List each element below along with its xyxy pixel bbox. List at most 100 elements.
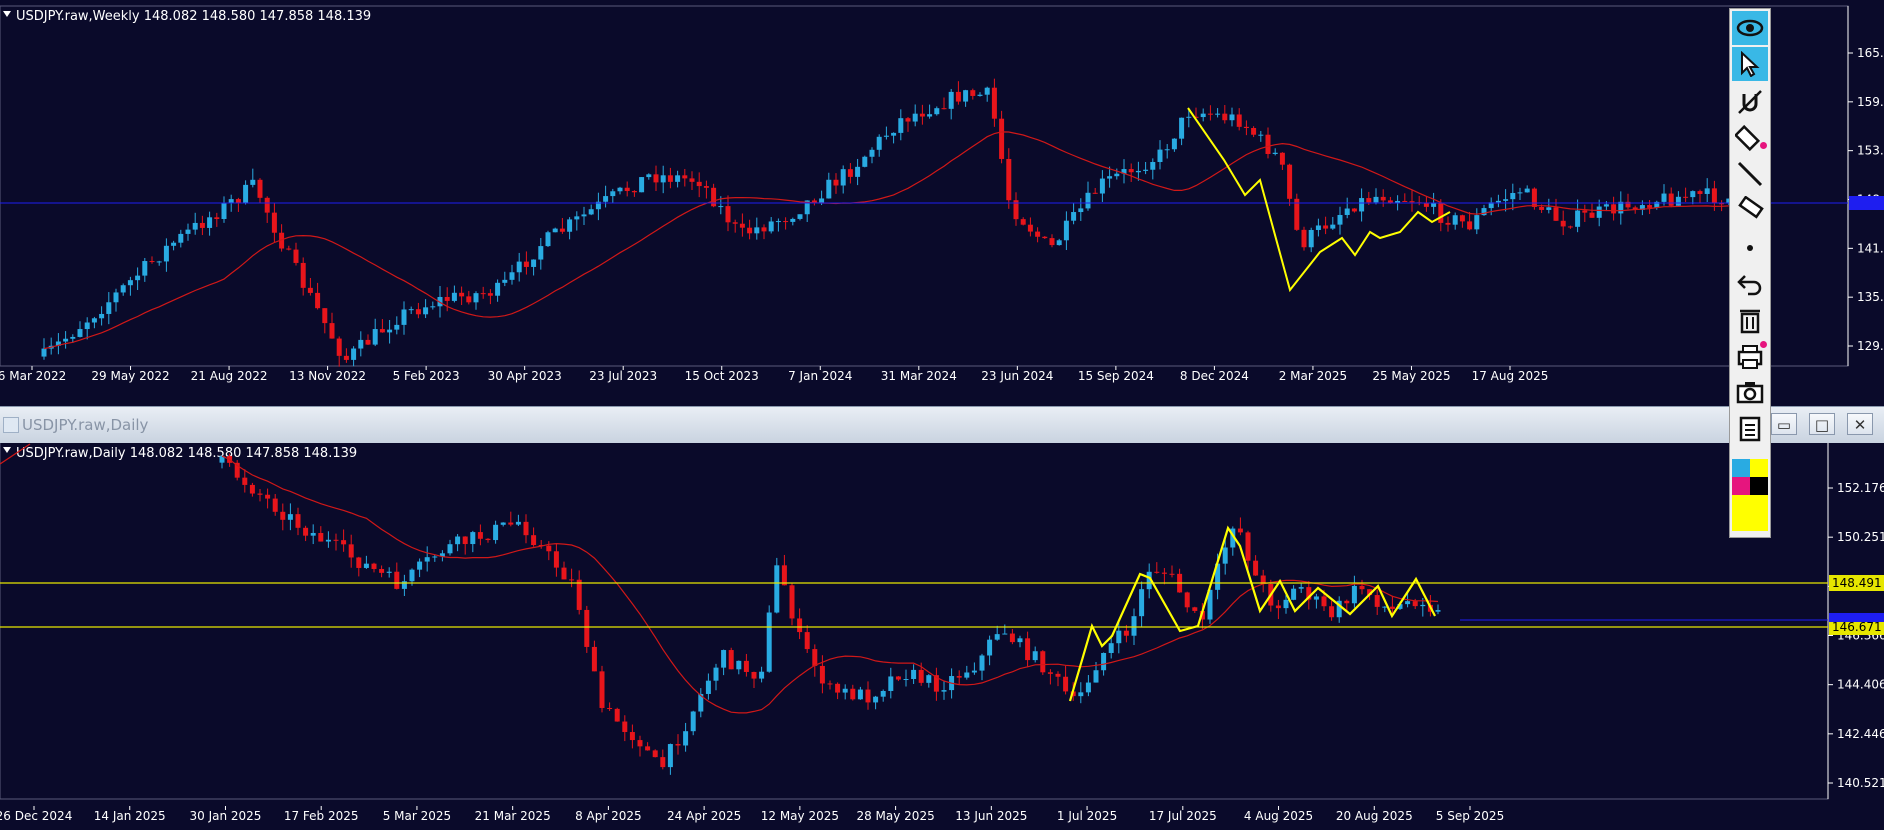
ruler-icon[interactable] bbox=[1732, 193, 1768, 227]
daily-candle bbox=[721, 650, 727, 668]
printer-icon[interactable] bbox=[1732, 339, 1768, 373]
weekly-candle bbox=[603, 196, 609, 202]
palette-color-magenta[interactable] bbox=[1732, 477, 1750, 495]
weekly-candle bbox=[372, 329, 378, 345]
daily-date-label: 5 Sep 2025 bbox=[1436, 809, 1504, 823]
weekly-candle bbox=[1582, 210, 1588, 213]
weekly-candle bbox=[847, 169, 853, 177]
weekly-candle bbox=[135, 275, 141, 281]
weekly-candle bbox=[790, 218, 796, 222]
daily-candle bbox=[1116, 630, 1122, 644]
weekly-candle bbox=[1078, 208, 1084, 213]
no-magnet-icon[interactable] bbox=[1732, 85, 1768, 119]
daily-collapse-arrow-icon[interactable] bbox=[3, 447, 11, 453]
weekly-chart[interactable]: USDJPY.raw,Weekly 148.082 148.580 147.85… bbox=[0, 0, 1884, 396]
daily-price-label: 152.176 bbox=[1837, 481, 1884, 495]
weekly-date-label: 7 Jan 2024 bbox=[788, 369, 852, 383]
daily-candle bbox=[637, 740, 643, 747]
daily-candle bbox=[1101, 652, 1107, 671]
point-icon[interactable] bbox=[1732, 231, 1768, 265]
weekly-candle bbox=[653, 174, 659, 183]
daily-candle bbox=[736, 660, 742, 670]
weekly-candle bbox=[862, 156, 868, 167]
camera-icon[interactable] bbox=[1732, 375, 1768, 409]
daily-candle bbox=[394, 571, 400, 589]
palette-color-black[interactable] bbox=[1750, 477, 1768, 495]
weekly-candle bbox=[559, 228, 565, 232]
palette-color-yellow[interactable] bbox=[1750, 459, 1768, 477]
weekly-candle bbox=[768, 221, 774, 232]
undo-icon[interactable] bbox=[1732, 267, 1768, 301]
cursor-icon[interactable] bbox=[1732, 47, 1768, 81]
weekly-candle bbox=[444, 296, 450, 301]
restore-button[interactable]: □ bbox=[1809, 413, 1835, 435]
weekly-candle bbox=[797, 214, 803, 219]
weekly-candle bbox=[1020, 219, 1026, 225]
minimize-button[interactable]: ▭ bbox=[1771, 413, 1797, 435]
daily-date-label: 30 Jan 2025 bbox=[189, 809, 261, 823]
weekly-candle bbox=[1690, 191, 1696, 198]
daily-window-title-bar[interactable]: USDJPY.raw,Daily ▭ □ ✕ bbox=[0, 406, 1884, 443]
daily-candle bbox=[1009, 633, 1015, 643]
daily-candle bbox=[1253, 560, 1259, 576]
trash-icon[interactable] bbox=[1732, 303, 1768, 337]
daily-candle bbox=[287, 514, 293, 520]
weekly-candle bbox=[1402, 200, 1408, 202]
daily-candle bbox=[424, 557, 430, 562]
palette-color-yellow-large[interactable] bbox=[1732, 495, 1768, 531]
weekly-candle bbox=[351, 348, 357, 360]
line-icon[interactable] bbox=[1732, 157, 1768, 191]
weekly-candle bbox=[531, 259, 537, 267]
weekly-candle bbox=[163, 245, 169, 262]
weekly-candle bbox=[451, 292, 457, 301]
daily-candle bbox=[379, 568, 385, 573]
weekly-candle bbox=[1006, 158, 1012, 201]
weekly-candle bbox=[1625, 201, 1631, 208]
daily-candle bbox=[660, 757, 666, 768]
weekly-candle bbox=[1409, 201, 1415, 203]
daily-candle bbox=[1420, 604, 1426, 607]
weekly-candle bbox=[379, 329, 385, 333]
weekly-date-label: 21 Aug 2022 bbox=[191, 369, 268, 383]
weekly-candle bbox=[495, 282, 501, 296]
weekly-candle bbox=[1618, 201, 1624, 214]
daily-candle bbox=[743, 660, 749, 672]
daily-candle bbox=[591, 646, 597, 672]
daily-candle bbox=[1085, 682, 1091, 693]
weekly-candle bbox=[869, 149, 875, 157]
eraser-brush-icon[interactable] bbox=[1732, 121, 1768, 155]
daily-chart-window[interactable]: USDJPY.raw,Daily 148.082 148.580 147.858… bbox=[0, 396, 1884, 830]
daily-candle bbox=[652, 750, 658, 758]
clipboard-icon[interactable] bbox=[1732, 411, 1768, 445]
weekly-candle bbox=[322, 308, 328, 324]
daily-candle bbox=[1002, 633, 1008, 635]
weekly-candle bbox=[999, 118, 1005, 159]
weekly-candle bbox=[1157, 149, 1163, 162]
daily-candle bbox=[515, 521, 521, 525]
weekly-candle bbox=[142, 261, 148, 276]
weekly-candle bbox=[833, 179, 839, 186]
daily-candle bbox=[895, 676, 901, 680]
daily-candle bbox=[1025, 638, 1031, 661]
eye-icon[interactable] bbox=[1732, 11, 1768, 45]
daily-candle bbox=[455, 536, 461, 545]
weekly-candle bbox=[430, 306, 436, 308]
daily-candle bbox=[401, 581, 407, 589]
daily-candle bbox=[432, 556, 438, 558]
palette-color-cyan[interactable] bbox=[1732, 459, 1750, 477]
weekly-candle bbox=[1553, 207, 1559, 221]
weekly-candle bbox=[487, 293, 493, 296]
drawing-toolbar bbox=[1729, 8, 1771, 538]
weekly-candle bbox=[1445, 222, 1451, 225]
weekly-candle bbox=[567, 219, 573, 232]
daily-chart[interactable]: USDJPY.raw,Daily 148.082 148.580 147.858… bbox=[0, 396, 1884, 830]
weekly-chart-window[interactable]: USDJPY.raw,Weekly 148.082 148.580 147.85… bbox=[0, 0, 1884, 396]
weekly-candle bbox=[257, 179, 263, 198]
weekly-candle bbox=[1279, 152, 1285, 165]
daily-candle bbox=[759, 671, 765, 679]
weekly-candle bbox=[696, 181, 702, 187]
weekly-candle bbox=[538, 246, 544, 260]
weekly-candle bbox=[955, 91, 961, 102]
close-button[interactable]: ✕ bbox=[1847, 413, 1873, 435]
weekly-collapse-arrow-icon[interactable] bbox=[3, 11, 11, 17]
